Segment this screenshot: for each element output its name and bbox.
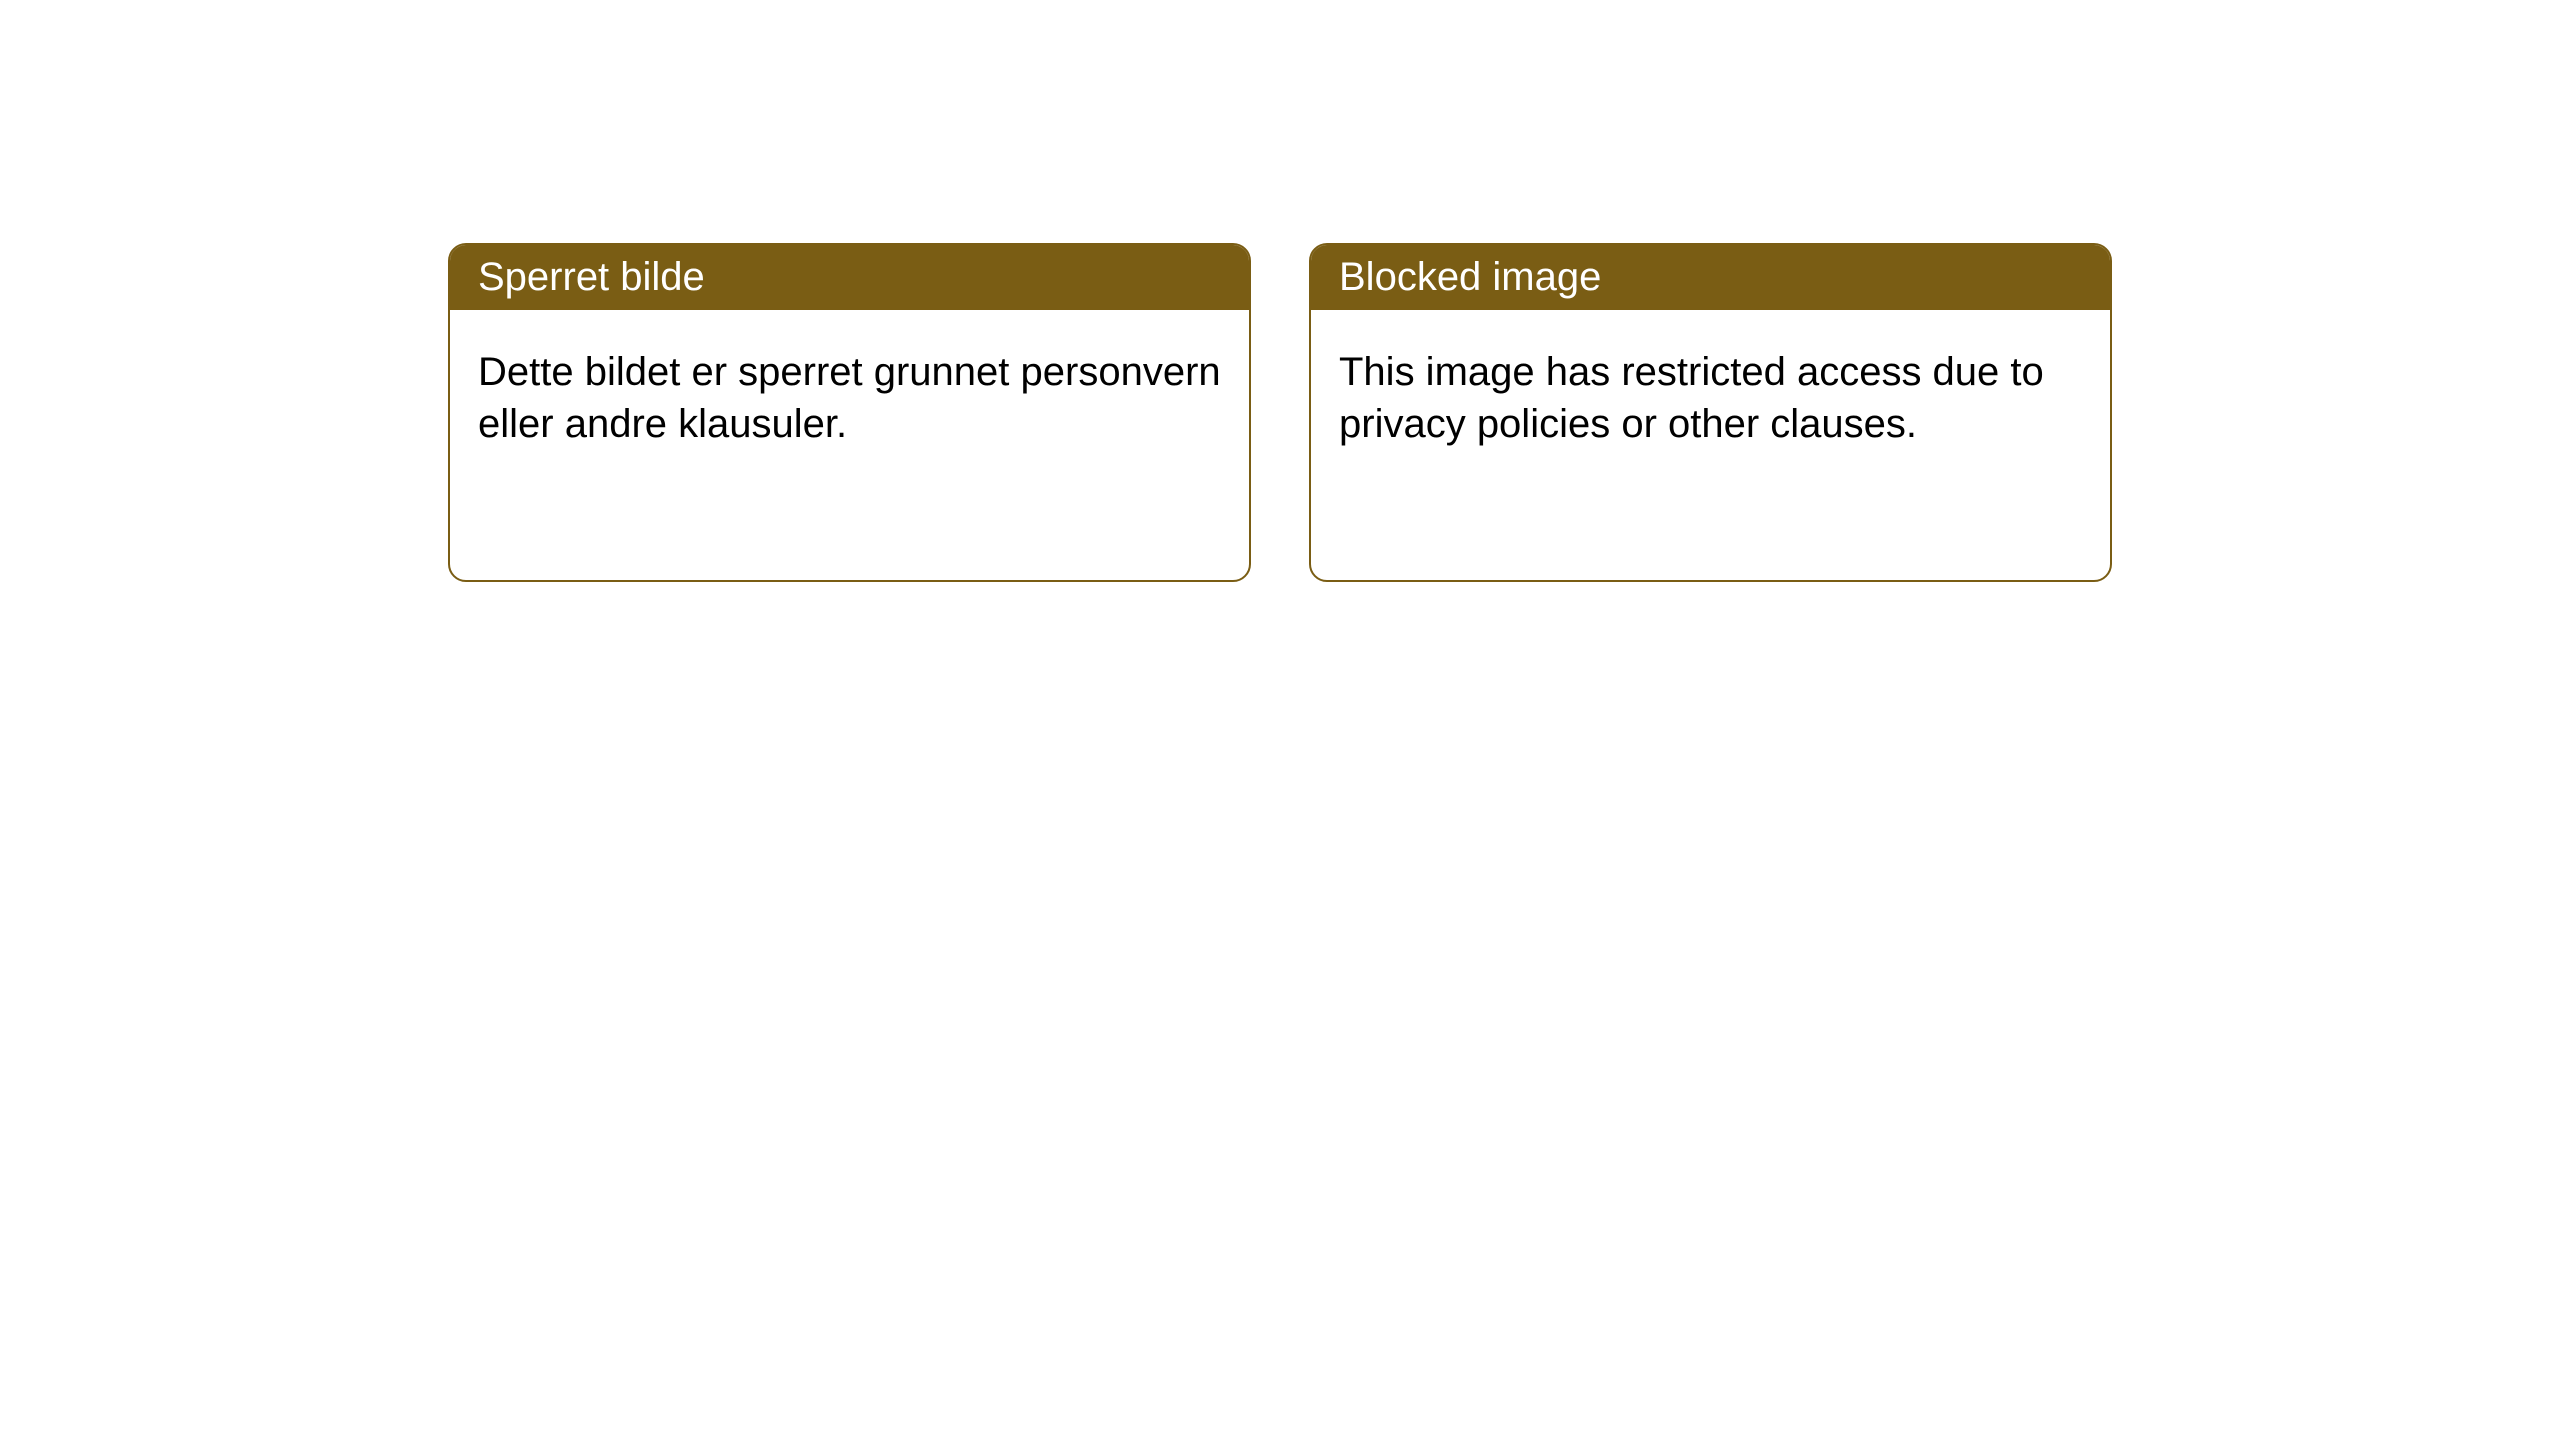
blocked-image-card-english: Blocked image This image has restricted … bbox=[1309, 243, 2112, 582]
card-title-norwegian: Sperret bilde bbox=[478, 255, 705, 299]
card-text-english: This image has restricted access due to … bbox=[1339, 350, 2044, 446]
card-header-norwegian: Sperret bilde bbox=[450, 245, 1249, 310]
blocked-image-card-norwegian: Sperret bilde Dette bildet er sperret gr… bbox=[448, 243, 1251, 582]
card-title-english: Blocked image bbox=[1339, 255, 1601, 299]
card-body-english: This image has restricted access due to … bbox=[1311, 310, 2110, 486]
card-body-norwegian: Dette bildet er sperret grunnet personve… bbox=[450, 310, 1249, 486]
notice-container: Sperret bilde Dette bildet er sperret gr… bbox=[0, 0, 2560, 582]
card-header-english: Blocked image bbox=[1311, 245, 2110, 310]
card-text-norwegian: Dette bildet er sperret grunnet personve… bbox=[478, 350, 1221, 446]
